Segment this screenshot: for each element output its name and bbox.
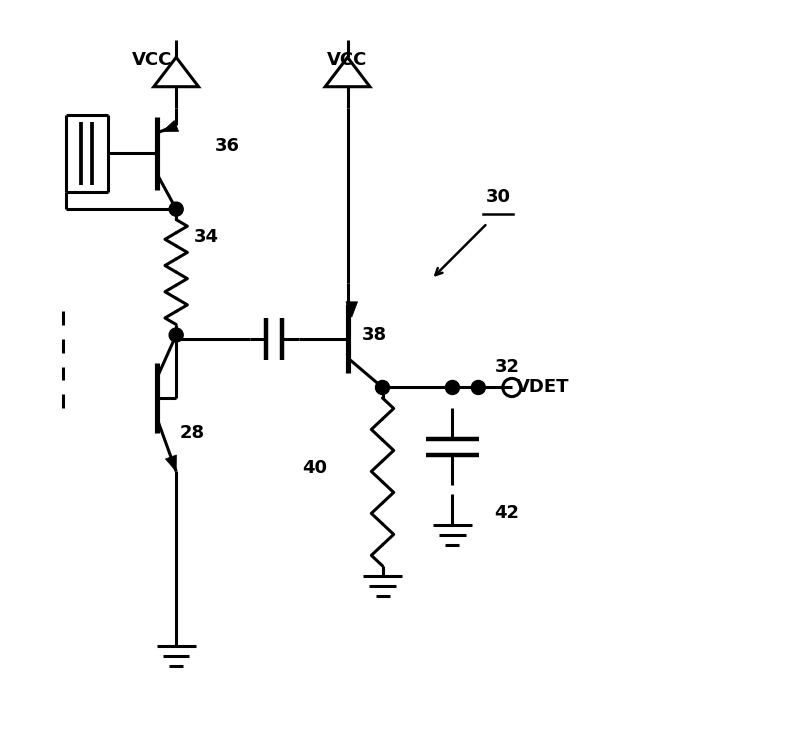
Circle shape <box>169 202 183 216</box>
Polygon shape <box>346 302 358 317</box>
Text: VCC: VCC <box>327 51 368 70</box>
Text: 30: 30 <box>486 188 510 206</box>
Circle shape <box>169 328 183 342</box>
Text: VCC: VCC <box>131 51 172 70</box>
Polygon shape <box>165 455 176 471</box>
Text: 32: 32 <box>494 357 520 375</box>
Text: VDET: VDET <box>516 378 569 397</box>
Text: 38: 38 <box>362 326 387 344</box>
Text: 36: 36 <box>215 137 240 155</box>
Text: 34: 34 <box>193 228 219 246</box>
Circle shape <box>446 380 460 394</box>
Text: 28: 28 <box>180 424 205 442</box>
Text: 40: 40 <box>302 459 327 477</box>
Text: 42: 42 <box>494 505 520 522</box>
Circle shape <box>472 380 485 394</box>
Circle shape <box>376 380 390 394</box>
Polygon shape <box>162 121 178 132</box>
